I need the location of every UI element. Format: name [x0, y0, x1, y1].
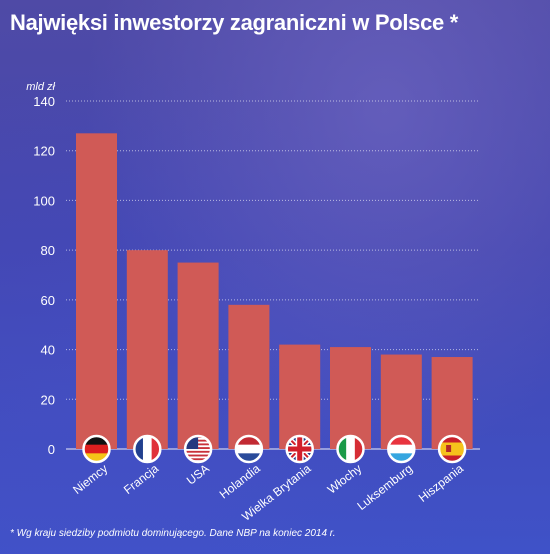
- bar-holandia: [228, 304, 270, 449]
- bar-francja: [126, 250, 168, 449]
- flag-uk-icon: [285, 434, 314, 464]
- flag-luxembourg-icon: [387, 434, 416, 464]
- x-category-label: Holandia: [217, 461, 263, 501]
- y-axis-unit-label: mld zł: [26, 81, 55, 93]
- x-category-label: USA: [184, 461, 212, 487]
- x-category-label: Francja: [121, 461, 161, 497]
- y-tick-label: 140: [33, 94, 55, 109]
- bar-niemcy: [76, 133, 117, 450]
- bar-usa: [177, 262, 219, 449]
- flag-netherlands-icon: [234, 434, 264, 464]
- flag-france-icon: [133, 434, 162, 464]
- y-tick-label: 0: [48, 442, 55, 457]
- bar-hiszpania: [431, 357, 473, 449]
- flag-spain-icon: [437, 434, 467, 464]
- y-tick-label: 60: [41, 293, 55, 308]
- chart-title: Najwięksi inwestorzy zagraniczni w Polsc…: [10, 10, 459, 35]
- y-tick-label: 20: [41, 392, 55, 407]
- flag-usa-icon: [183, 434, 213, 464]
- x-category-label: Włochy: [325, 461, 365, 496]
- x-category-label: Luksemburg: [354, 461, 415, 513]
- y-tick-label: 40: [41, 343, 55, 358]
- x-category-label: Niemcy: [70, 461, 110, 497]
- y-tick-label: 100: [33, 193, 55, 208]
- y-tick-label: 120: [33, 144, 55, 159]
- y-tick-label: 80: [41, 243, 55, 258]
- bar-wielka-brytania: [279, 344, 321, 449]
- flag-germany-icon: [82, 434, 111, 464]
- x-category-label: Hiszpania: [416, 461, 466, 505]
- chart-footnote: * Wg kraju siedziby podmiotu dominująceg…: [10, 528, 336, 539]
- bar-luksemburg: [380, 354, 422, 449]
- flag-italy-icon: [336, 434, 365, 464]
- bar-włochy: [330, 347, 371, 449]
